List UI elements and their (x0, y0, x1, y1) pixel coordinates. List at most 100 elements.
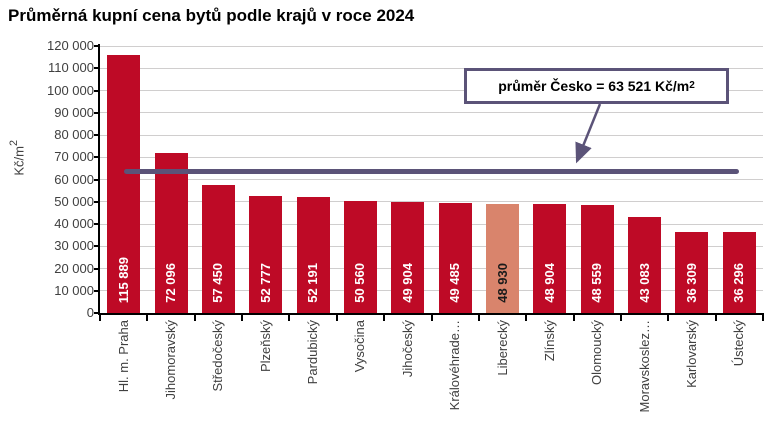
bar (249, 195, 283, 313)
y-tick-label: 90 000 (54, 104, 94, 120)
y-tick-label: 30 000 (54, 238, 94, 254)
bar-value-label: 48 559 (589, 263, 605, 303)
category-label: Olomoucký (589, 320, 605, 386)
bar-value-label: 72 096 (163, 263, 179, 303)
category-label: Zlínský (541, 320, 557, 362)
x-tick-mark (241, 313, 244, 321)
y-tick-label: 120 000 (47, 38, 94, 53)
y-tick-label: 50 000 (54, 193, 94, 209)
y-tick-mark (94, 178, 100, 181)
x-tick-mark (477, 313, 480, 321)
bar-value-label: 49 904 (399, 263, 415, 303)
y-tick-label: 40 000 (54, 216, 94, 231)
average-line (123, 169, 740, 175)
bar (628, 217, 662, 313)
category-label: Plzeňský (257, 320, 273, 373)
y-axis (98, 44, 100, 315)
y-tick-label: 20 000 (54, 260, 94, 276)
average-annotation-text: průměr Česko = 63 521 Kč/m (498, 78, 690, 94)
x-tick-mark (667, 313, 670, 321)
x-tick-mark (572, 313, 575, 321)
category-label: Jihomoravský (163, 320, 179, 400)
bar-value-label: 52 191 (305, 263, 321, 303)
bar (580, 204, 614, 313)
x-tick-mark (714, 313, 717, 321)
y-tick-mark (94, 312, 100, 314)
gridline (100, 179, 763, 180)
gridline (100, 45, 763, 47)
bar-value-label: 115 889 (115, 256, 131, 303)
category-label: Královéhrade… (447, 320, 463, 411)
category-label: Středočeský (210, 320, 226, 392)
x-tick-mark (619, 313, 622, 321)
y-tick-mark (94, 267, 100, 270)
x-tick-mark (383, 313, 386, 321)
category-label: Hl. m. Praha (115, 320, 131, 393)
gridline (100, 223, 763, 225)
gridline (100, 245, 763, 247)
bar-value-label: 49 485 (447, 263, 463, 303)
bar-value-label: 48 930 (494, 263, 510, 303)
category-label: Vysočina (352, 320, 368, 373)
bar-value-label: 36 296 (731, 263, 747, 303)
y-axis-title: Kč/m2 (6, 140, 27, 176)
bar-value-label: 52 777 (257, 263, 273, 303)
y-tick-label: 110 000 (47, 60, 94, 76)
gridline (100, 201, 763, 203)
bar (343, 200, 377, 313)
bar (438, 202, 472, 313)
y-tick-mark (94, 245, 100, 248)
bar (533, 204, 567, 313)
y-tick-label: 100 000 (47, 82, 94, 98)
category-label: Ústecký (731, 320, 747, 367)
category-label: Moravskoslez… (636, 320, 652, 413)
y-tick-label: 80 000 (54, 127, 94, 142)
x-tick-mark (525, 313, 528, 321)
gridline (100, 112, 763, 114)
bar (296, 196, 330, 313)
category-label: Karlovarský (683, 320, 699, 388)
bar-value-label: 57 450 (210, 263, 226, 303)
x-tick-mark (193, 313, 196, 321)
bar-value-label: 43 083 (636, 263, 652, 303)
bar (107, 55, 141, 313)
bar (486, 204, 520, 313)
y-axis-title-text: Kč/m (11, 146, 27, 176)
bar-value-label: 50 560 (352, 263, 368, 303)
bar (201, 185, 235, 313)
y-tick-mark (94, 156, 100, 159)
y-tick-mark (94, 67, 100, 70)
gridline (100, 134, 763, 136)
bar-value-label: 48 904 (541, 263, 557, 303)
bar-value-label: 36 309 (683, 263, 699, 303)
x-tick-mark (762, 313, 764, 321)
y-tick-label: 60 000 (54, 171, 94, 187)
y-tick-mark (94, 45, 100, 47)
bar (391, 201, 425, 313)
gridline (100, 268, 763, 269)
x-tick-mark (146, 313, 149, 321)
x-tick-mark (99, 313, 101, 321)
category-label: Pardubický (305, 320, 321, 385)
gridline (100, 290, 763, 292)
y-tick-mark (94, 134, 100, 136)
gridline (100, 67, 763, 69)
gridline (100, 90, 763, 91)
bar (722, 232, 756, 313)
chart-title: Průměrná kupní cena bytů podle krajů v r… (8, 6, 415, 25)
x-tick-mark (288, 313, 291, 321)
average-annotation-box: průměr Česko = 63 521 Kč/m 2 (464, 68, 729, 104)
x-tick-mark (430, 313, 433, 321)
y-tick-mark (94, 223, 100, 225)
y-tick-label: 10 000 (54, 282, 94, 298)
gridline (100, 156, 763, 158)
y-tick-mark (94, 289, 100, 292)
y-tick-mark (94, 89, 100, 92)
bar (675, 232, 709, 313)
x-tick-mark (335, 313, 338, 321)
y-tick-label: 0 (86, 305, 94, 320)
category-label: Liberecký (494, 320, 510, 376)
y-axis-title-sup: 2 (8, 140, 20, 147)
y-tick-mark (94, 111, 100, 114)
